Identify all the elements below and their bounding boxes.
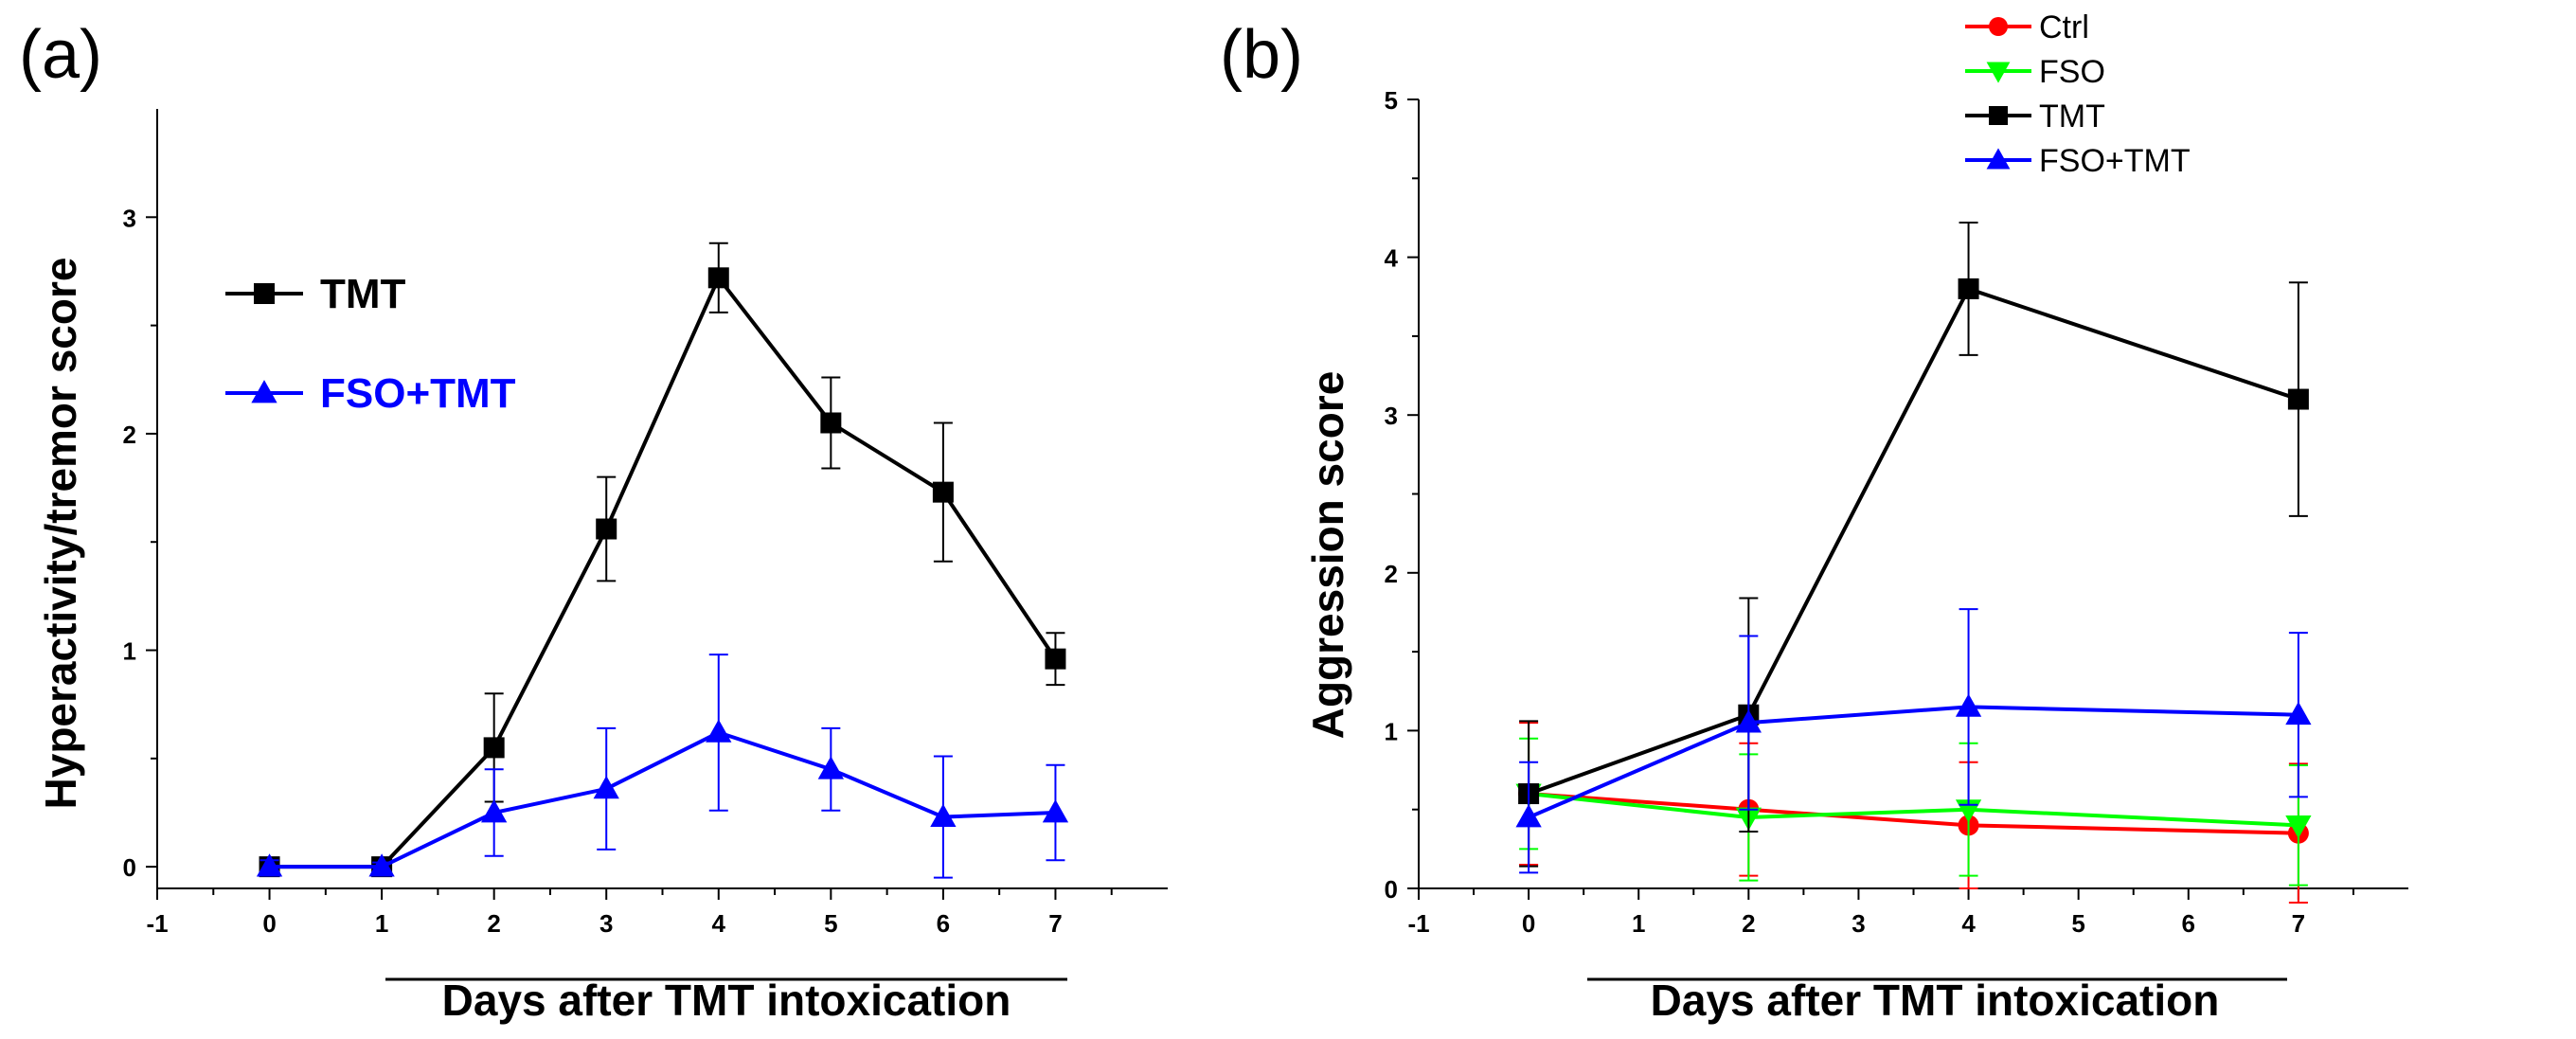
- data-point: [1735, 709, 1762, 733]
- x-tick-label: 0: [1522, 909, 1535, 938]
- x-tick-label: 5: [2071, 909, 2084, 938]
- series-line: [1528, 705, 2299, 819]
- x-tick-label: 6: [2182, 909, 2195, 938]
- x-tick-label: 2: [1742, 909, 1755, 938]
- x-tick-label: -1: [146, 909, 168, 938]
- data-point: [1515, 804, 1542, 828]
- series-fso-tmt: [256, 654, 1069, 879]
- legend-marker: [1989, 17, 2008, 36]
- data-point: [481, 799, 508, 823]
- data-point: [707, 267, 729, 289]
- data-point: [930, 803, 957, 827]
- data-point: [932, 481, 954, 503]
- series-line: [1528, 286, 2299, 796]
- x-axis-label-b: Days after TMT intoxication: [1651, 976, 2220, 1025]
- series-line: [269, 274, 1058, 869]
- y-tick-label: 4: [1385, 244, 1399, 273]
- legend-label: Ctrl: [2039, 9, 2089, 45]
- legend-label: TMT: [320, 271, 406, 317]
- x-tick-label: 4: [712, 909, 726, 938]
- y-tick-label: 3: [123, 204, 136, 232]
- series-line: [1528, 792, 2299, 835]
- x-axis-label-a: Days after TMT intoxication: [442, 976, 1011, 1025]
- data-point: [820, 412, 842, 434]
- panel-b: (b) -1 0 1 2 3 4 5 6 7 0 1 2 3 4 5 Aggression score Da…: [1220, 9, 2408, 1025]
- x-tick-label: 3: [599, 909, 613, 938]
- data-point: [2287, 388, 2309, 410]
- data-point: [2285, 815, 2312, 839]
- y-tick-label: 0: [1385, 875, 1398, 904]
- data-point: [593, 775, 619, 799]
- legend-b: Ctrl FSO TMT FSO+TMT: [1965, 9, 2191, 179]
- data-point: [1958, 278, 1979, 299]
- legend-label: TMT: [2039, 99, 2105, 134]
- legend-label: FSO+TMT: [320, 370, 516, 417]
- y-axis-label-a: Hyperactivity/tremor score: [36, 258, 85, 810]
- x-tick-label: -1: [1407, 909, 1429, 938]
- data-point: [1045, 648, 1066, 670]
- plot-area-a: -1 0 1 2 3 4 5 6 7 0 1 2 3: [123, 109, 1168, 981]
- x-tick-label: 5: [824, 909, 837, 938]
- data-point: [1955, 693, 1982, 717]
- y-tick-label: 5: [1385, 86, 1398, 115]
- x-tick-label: 2: [487, 909, 500, 938]
- x-tick-label: 1: [1632, 909, 1645, 938]
- x-tick-label: 1: [375, 909, 388, 938]
- y-tick-label: 1: [1385, 717, 1398, 745]
- legend-marker: [251, 380, 277, 403]
- data-point: [2285, 701, 2312, 726]
- legend-marker: [1986, 148, 2011, 170]
- x-tick-label: 7: [2292, 909, 2305, 938]
- y-tick-label: 0: [123, 853, 136, 882]
- data-point: [596, 518, 617, 540]
- panel-label-b: (b): [1220, 17, 1303, 93]
- panel-a: (a) -1 0 1 2 3 4 5 6 7 0 1 2 3 Hyperactivity/tremor …: [19, 17, 1168, 1025]
- legend-label: FSO: [2039, 54, 2105, 90]
- series-line: [269, 730, 1056, 869]
- x-tick-label: 3: [1852, 909, 1865, 938]
- y-tick-label: 3: [1385, 402, 1398, 430]
- data-point: [817, 756, 844, 779]
- legend-marker: [254, 283, 275, 304]
- y-tick-label: 2: [1385, 560, 1398, 588]
- x-tick-label: 0: [262, 909, 276, 938]
- panel-label-a: (a): [19, 17, 102, 93]
- series-line: [1528, 792, 2299, 828]
- legend-a: TMT FSO+TMT: [225, 271, 516, 417]
- legend-label: FSO+TMT: [2039, 143, 2191, 179]
- y-axis-label-b: Aggression score: [1303, 371, 1352, 740]
- legend-marker: [1986, 62, 2011, 83]
- data-point: [368, 853, 395, 877]
- series-fso-tmt: [1515, 608, 2312, 874]
- x-tick-label: 7: [1048, 909, 1062, 938]
- legend-marker: [1989, 106, 2008, 125]
- data-point: [1042, 799, 1069, 823]
- data-point: [706, 719, 732, 743]
- y-tick-label: 1: [123, 637, 136, 666]
- plot-area-b: -1 0 1 2 3 4 5 6 7 0 1 2 3 4 5: [1385, 86, 2408, 981]
- data-point: [483, 737, 505, 759]
- x-tick-label: 6: [937, 909, 950, 938]
- series-tmt: [259, 242, 1066, 878]
- data-point: [256, 853, 283, 877]
- x-tick-label: 4: [1961, 909, 1976, 938]
- series-fso: [1515, 737, 2312, 887]
- y-tick-label: 2: [123, 421, 136, 449]
